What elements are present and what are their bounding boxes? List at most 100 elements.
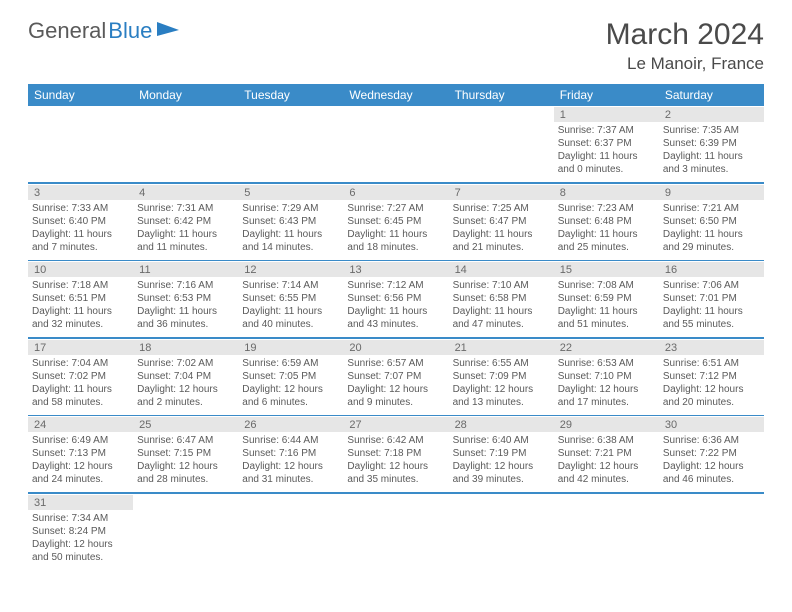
calendar-body: 12Sunrise: 7:37 AMSunset: 6:37 PMDayligh… — [28, 107, 764, 570]
day-content-row: Sunrise: 6:49 AMSunset: 7:13 PM Daylight:… — [28, 432, 764, 492]
daylight-text: Daylight: 12 hours and 6 minutes. — [242, 383, 339, 409]
daylight-text: Daylight: 11 hours and 25 minutes. — [558, 228, 655, 254]
day-cell — [238, 122, 343, 182]
logo: GeneralBlue — [28, 18, 179, 44]
day-cell — [238, 510, 343, 570]
day-cell — [343, 122, 448, 182]
title-block: March 2024 Le Manoir, France — [606, 18, 764, 74]
day-cell — [133, 122, 238, 182]
daylight-text: Daylight: 11 hours and 40 minutes. — [242, 305, 339, 331]
day-number: 21 — [449, 339, 554, 355]
calendar-page: GeneralBlue March 2024 Le Manoir, France… — [0, 0, 792, 588]
sunrise-text: Sunrise: 6:49 AM — [32, 434, 129, 447]
day-number-row: 3456789 — [28, 184, 764, 200]
day-number: 7 — [449, 184, 554, 200]
day-number: 20 — [343, 339, 448, 355]
day-number — [133, 107, 238, 123]
daylight-text: Daylight: 11 hours and 14 minutes. — [242, 228, 339, 254]
daylight-text: Daylight: 12 hours and 9 minutes. — [347, 383, 444, 409]
day-content-row: Sunrise: 7:37 AMSunset: 6:37 PMDaylight:… — [28, 122, 764, 182]
location: Le Manoir, France — [606, 54, 764, 74]
day-cell: Sunrise: 7:37 AMSunset: 6:37 PMDaylight:… — [554, 122, 659, 182]
weekday-header: Friday — [554, 84, 659, 107]
daylight-text: Daylight: 12 hours and 46 minutes. — [663, 460, 760, 486]
sunrise-text: Sunrise: 7:06 AM — [663, 279, 760, 292]
daylight-text: Daylight: 12 hours and 31 minutes. — [242, 460, 339, 486]
day-cell: Sunrise: 6:38 AMSunset: 7:21 PMDaylight:… — [554, 432, 659, 492]
sunset-text: Sunset: 7:18 PM — [347, 447, 444, 460]
daylight-text: Daylight: 12 hours and 17 minutes. — [558, 383, 655, 409]
day-content-row: Sunrise: 7:04 AMSunset: 7:02 PMDaylight:… — [28, 355, 764, 415]
day-cell: Sunrise: 6:49 AMSunset: 7:13 PMDaylight:… — [28, 432, 133, 492]
sunrise-text: Sunrise: 7:31 AM — [137, 202, 234, 215]
sunset-text: Sunset: 7:02 PM — [32, 370, 129, 383]
day-cell: Sunrise: 7:21 AMSunset: 6:50 PMDaylight:… — [659, 200, 764, 260]
sunset-text: Sunset: 6:47 PM — [453, 215, 550, 228]
day-cell: Sunrise: 7:34 AMSunset: 8:24 PMDaylight:… — [28, 510, 133, 570]
day-number: 9 — [659, 184, 764, 200]
sunset-text: Sunset: 6:39 PM — [663, 137, 760, 150]
day-cell: Sunrise: 6:47 AMSunset: 7:15 PMDaylight:… — [133, 432, 238, 492]
day-number: 22 — [554, 339, 659, 355]
day-number: 31 — [28, 494, 133, 510]
sunrise-text: Sunrise: 7:21 AM — [663, 202, 760, 215]
day-number — [133, 494, 238, 510]
day-number: 28 — [449, 417, 554, 433]
daylight-text: Daylight: 12 hours and 13 minutes. — [453, 383, 550, 409]
day-number — [238, 494, 343, 510]
sunrise-text: Sunrise: 7:33 AM — [32, 202, 129, 215]
day-cell: Sunrise: 7:35 AMSunset: 6:39 PMDaylight:… — [659, 122, 764, 182]
day-number — [28, 107, 133, 123]
sunset-text: Sunset: 7:19 PM — [453, 447, 550, 460]
logo-text-general: General — [28, 18, 106, 44]
day-cell: Sunrise: 6:55 AMSunset: 7:09 PMDaylight:… — [449, 355, 554, 415]
sunset-text: Sunset: 6:55 PM — [242, 292, 339, 305]
sunrise-text: Sunrise: 6:57 AM — [347, 357, 444, 370]
day-cell: Sunrise: 7:33 AMSunset: 6:40 PMDaylight:… — [28, 200, 133, 260]
day-number: 5 — [238, 184, 343, 200]
daylight-text: Daylight: 11 hours and 32 minutes. — [32, 305, 129, 331]
flag-icon — [157, 18, 179, 44]
daylight-text: Daylight: 12 hours and 39 minutes. — [453, 460, 550, 486]
day-cell: Sunrise: 6:59 AMSunset: 7:05 PMDaylight:… — [238, 355, 343, 415]
sunrise-text: Sunrise: 6:40 AM — [453, 434, 550, 447]
sunset-text: Sunset: 7:05 PM — [242, 370, 339, 383]
weekday-header: Saturday — [659, 84, 764, 107]
sunrise-text: Sunrise: 6:38 AM — [558, 434, 655, 447]
day-number-row: 10111213141516 — [28, 262, 764, 278]
daylight-text: Daylight: 11 hours and 47 minutes. — [453, 305, 550, 331]
day-cell — [449, 510, 554, 570]
sunset-text: Sunset: 6:45 PM — [347, 215, 444, 228]
daylight-text: Daylight: 11 hours and 51 minutes. — [558, 305, 655, 331]
sunset-text: Sunset: 7:22 PM — [663, 447, 760, 460]
sunrise-text: Sunrise: 6:59 AM — [242, 357, 339, 370]
sunrise-text: Sunrise: 6:53 AM — [558, 357, 655, 370]
day-cell: Sunrise: 6:42 AMSunset: 7:18 PMDaylight:… — [343, 432, 448, 492]
day-number — [343, 494, 448, 510]
sunrise-text: Sunrise: 6:47 AM — [137, 434, 234, 447]
daylight-text: Daylight: 11 hours and 36 minutes. — [137, 305, 234, 331]
day-cell: Sunrise: 7:29 AMSunset: 6:43 PMDaylight:… — [238, 200, 343, 260]
day-cell — [28, 122, 133, 182]
sunrise-text: Sunrise: 6:51 AM — [663, 357, 760, 370]
day-number: 15 — [554, 262, 659, 278]
sunrise-text: Sunrise: 7:12 AM — [347, 279, 444, 292]
daylight-text: Daylight: 11 hours and 7 minutes. — [32, 228, 129, 254]
day-number: 16 — [659, 262, 764, 278]
daylight-text: Daylight: 11 hours and 11 minutes. — [137, 228, 234, 254]
sunrise-text: Sunrise: 6:42 AM — [347, 434, 444, 447]
day-cell: Sunrise: 7:25 AMSunset: 6:47 PMDaylight:… — [449, 200, 554, 260]
day-number — [449, 494, 554, 510]
day-number: 25 — [133, 417, 238, 433]
sunrise-text: Sunrise: 7:34 AM — [32, 512, 129, 525]
day-cell: Sunrise: 6:57 AMSunset: 7:07 PMDaylight:… — [343, 355, 448, 415]
day-number: 1 — [554, 107, 659, 123]
day-number — [343, 107, 448, 123]
day-cell: Sunrise: 6:40 AMSunset: 7:19 PMDaylight:… — [449, 432, 554, 492]
weekday-header: Thursday — [449, 84, 554, 107]
sunset-text: Sunset: 7:07 PM — [347, 370, 444, 383]
day-number — [238, 107, 343, 123]
sunset-text: Sunset: 7:13 PM — [32, 447, 129, 460]
weekday-header: Tuesday — [238, 84, 343, 107]
day-number: 27 — [343, 417, 448, 433]
